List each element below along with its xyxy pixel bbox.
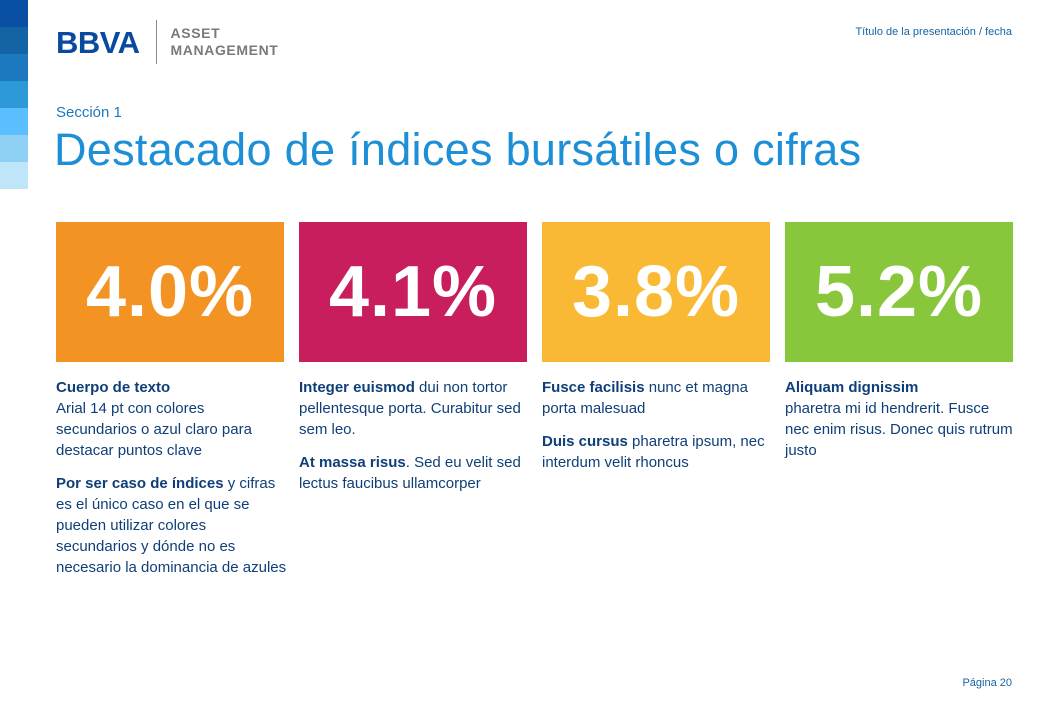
paragraph: Integer euismod dui non tortor pellentes… bbox=[299, 377, 531, 440]
logo-line-1: ASSET bbox=[170, 25, 221, 41]
paragraph-text: pharetra mi id hendrerit. Fusce nec enim… bbox=[785, 400, 1013, 459]
edge-color-strip bbox=[0, 0, 28, 195]
bold-lead: Aliquam dignissim bbox=[785, 379, 919, 396]
stat-description-3: Fusce facilisis nunc et magna porta male… bbox=[542, 377, 774, 473]
logo-divider bbox=[155, 20, 157, 64]
stat-column-1: 4.0% Cuerpo de texto Arial 14 pt con colo… bbox=[56, 222, 286, 590]
paragraph: Duis cursus pharetra ipsum, nec interdum… bbox=[542, 431, 774, 473]
bold-lead: Fusce facilisis bbox=[542, 379, 645, 396]
logo-subtitle: ASSET MANAGEMENT bbox=[171, 25, 279, 59]
paragraph-text: y cifras es el único caso en el que se p… bbox=[56, 475, 287, 576]
paragraph: Aliquam dignissim pharetra mi id hendreri… bbox=[785, 377, 1017, 461]
paragraph: At massa risus. Sed eu velit sed lectus … bbox=[299, 452, 531, 494]
bold-lead: At massa risus bbox=[299, 454, 406, 471]
bold-lead: Cuerpo de texto bbox=[56, 379, 171, 396]
paragraph-text: dui non tortor pellentesque porta. Curab… bbox=[299, 379, 521, 438]
stat-column-3: 3.8% Fusce facilisis nunc et magna porta… bbox=[542, 222, 770, 485]
stat-description-2: Integer euismod dui non tortor pellentes… bbox=[299, 377, 531, 494]
presentation-title: Título de la presentación / fecha bbox=[855, 26, 1012, 38]
stat-column-2: 4.1% Integer euismod dui non tortor pell… bbox=[299, 222, 527, 506]
logo-line-2: MANAGEMENT bbox=[170, 42, 279, 58]
paragraph-text: pharetra ipsum, nec interdum velit rhonc… bbox=[542, 433, 765, 471]
bold-lead: Duis cursus bbox=[542, 433, 628, 450]
bold-lead: Por ser caso de índices bbox=[56, 475, 224, 492]
paragraph: Fusce facilisis nunc et magna porta male… bbox=[542, 377, 774, 419]
stat-box-orange: 4.0% bbox=[56, 222, 284, 362]
section-label: Sección 1 bbox=[56, 104, 122, 121]
paragraph-text: . Sed eu velit sed lectus faucibus ullam… bbox=[299, 454, 521, 492]
paragraph-text: Arial 14 pt con colores secundarios o az… bbox=[56, 400, 252, 459]
stat-box-magenta: 4.1% bbox=[299, 222, 527, 362]
bold-lead: Integer euismod bbox=[299, 379, 415, 396]
page-number: Página 20 bbox=[962, 677, 1012, 689]
stat-description-4: Aliquam dignissim pharetra mi id hendreri… bbox=[785, 377, 1017, 461]
paragraph-text: nunc et magna porta malesuad bbox=[542, 379, 748, 417]
stat-column-4: 5.2% Aliquam dignissim pharetra mi id hen… bbox=[785, 222, 1013, 473]
paragraph: Por ser caso de índices y cifras es el ú… bbox=[56, 473, 288, 578]
paragraph: Cuerpo de texto Arial 14 pt con colores s… bbox=[56, 377, 288, 461]
page-title: Destacado de índices bursátiles o cifras bbox=[54, 124, 862, 175]
stat-description-1: Cuerpo de texto Arial 14 pt con colores s… bbox=[56, 377, 288, 578]
stat-box-yellow: 3.8% bbox=[542, 222, 770, 362]
stat-box-green: 5.2% bbox=[785, 222, 1013, 362]
logo-brand-text: BBVA bbox=[56, 24, 140, 60]
bbva-asset-management-logo: BBVA ASSET MANAGEMENT bbox=[56, 20, 278, 64]
